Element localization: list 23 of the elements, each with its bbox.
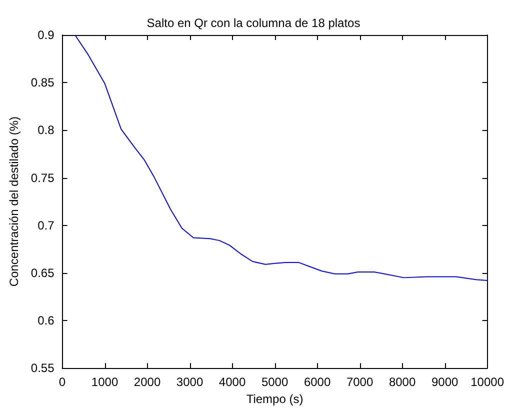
chart-title: Salto en Qr con la columna de 18 platos [146, 16, 360, 30]
x-tick-label: 0 [58, 375, 66, 390]
x-tick-label: 10000 [470, 375, 504, 390]
y-tick-label: 0.75 [30, 170, 55, 185]
x-tick-label: 5000 [261, 375, 288, 390]
x-tick-label: 3000 [176, 375, 204, 390]
y-tick-label: 0.9 [38, 28, 55, 42]
y-tick-label: 0.6 [38, 314, 55, 328]
y-tick-label: 0.65 [30, 266, 55, 280]
x-tick-label: 7000 [346, 375, 374, 390]
x-tick-label: 1000 [91, 375, 118, 390]
x-tick-label: 9000 [431, 375, 458, 390]
y-tick-label: 0.8 [38, 123, 55, 138]
x-tick-label: 8000 [388, 375, 416, 390]
y-tick-label: 0.7 [38, 218, 55, 232]
x-tick-label: 6000 [304, 375, 331, 390]
x-tick-label: 4000 [218, 375, 246, 390]
y-tick-label: 0.55 [30, 361, 55, 376]
y-axis-title: Concentración del destilado (%) [7, 116, 21, 287]
y-tick-label: 0.85 [30, 76, 55, 90]
line-series [74, 34, 488, 282]
x-tick-label: 2000 [134, 375, 161, 390]
x-axis-title: Tiempo (s) [246, 392, 304, 406]
